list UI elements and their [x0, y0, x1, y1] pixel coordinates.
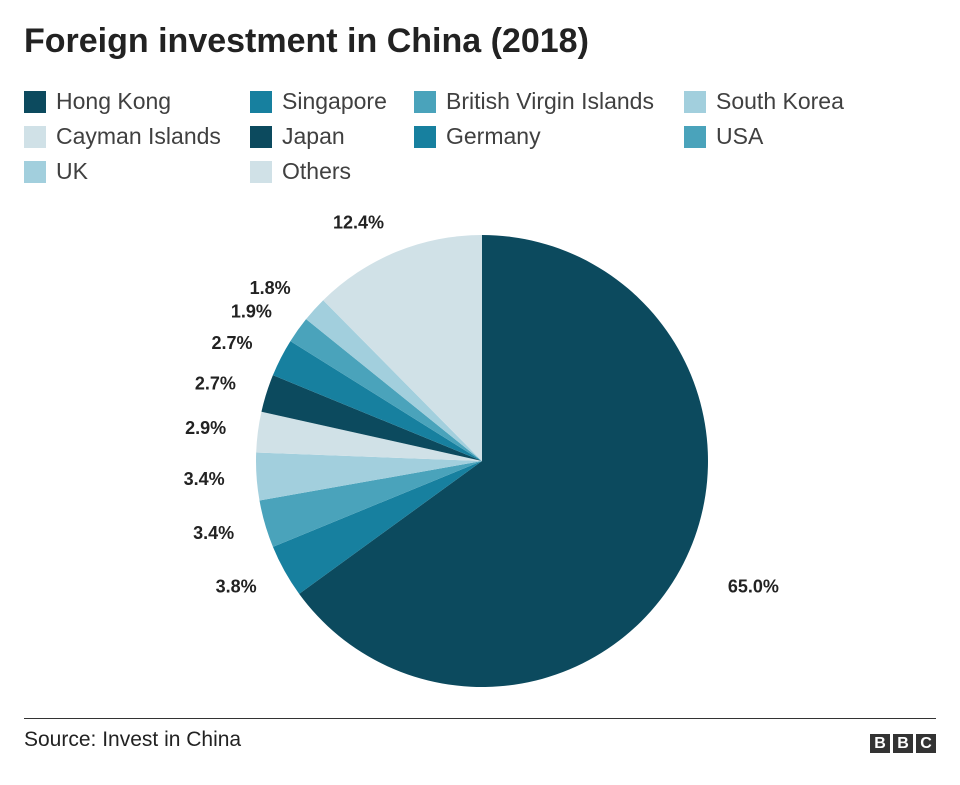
legend-item: Singapore [250, 88, 387, 115]
bbc-logo-letter: B [893, 734, 913, 753]
chart-title: Foreign investment in China (2018) [24, 22, 589, 60]
legend-swatch [250, 125, 272, 148]
legend-label: USA [716, 123, 764, 149]
pie-slice [261, 375, 482, 461]
pie-slice [259, 461, 482, 547]
legend-swatch [414, 125, 436, 148]
legend-swatch [24, 160, 46, 183]
legend-item: Germany [414, 123, 541, 150]
pie-slice [290, 319, 482, 461]
source-note: Source: Invest in China [24, 728, 242, 751]
legend-swatch [24, 125, 46, 148]
legend-label: Cayman Islands [56, 123, 221, 149]
slice-label: 3.4% [193, 523, 234, 543]
legend-item: British Virgin Islands [414, 88, 654, 115]
legend-item: Others [250, 158, 351, 185]
pie-slice [306, 300, 482, 461]
legend-label: Japan [282, 123, 345, 149]
slice-label: 12.4% [333, 212, 384, 232]
slice-label: 65.0% [728, 576, 779, 596]
pie-slice [256, 411, 482, 461]
legend-swatch [24, 90, 46, 113]
legend-swatch [414, 90, 436, 113]
legend-label: British Virgin Islands [446, 88, 654, 114]
legend-label: Germany [446, 123, 541, 149]
legend-label: UK [56, 158, 88, 184]
pie-slice [255, 452, 482, 501]
legend-item: USA [684, 123, 763, 150]
legend-label: South Korea [716, 88, 844, 114]
bbc-logo-letter: B [870, 734, 890, 753]
slice-label: 3.8% [216, 577, 257, 597]
legend-item: South Korea [684, 88, 844, 115]
legend-label: Singapore [282, 88, 387, 114]
slice-label: 2.7% [211, 333, 252, 353]
legend-label: Others [282, 158, 352, 184]
legend-item: Hong Kong [24, 88, 171, 115]
legend-swatch [684, 125, 706, 148]
legend-item: UK [24, 158, 88, 185]
pie-slice [272, 341, 482, 461]
legend-swatch [250, 90, 272, 113]
slice-label: 2.7% [195, 374, 236, 394]
bbc-logo-letter: C [916, 734, 936, 753]
slice-label: 2.9% [185, 418, 226, 438]
bbc-logo: B B C [870, 734, 936, 753]
legend-item: Japan [250, 123, 345, 150]
pie-slice [272, 461, 482, 594]
legend-swatch [250, 160, 272, 183]
legend-label: Hong Kong [56, 88, 172, 114]
slice-label: 1.8% [250, 278, 291, 298]
pie-slice [323, 235, 482, 461]
legend-item: Cayman Islands [24, 123, 221, 150]
slice-label: 3.4% [184, 469, 225, 489]
legend-swatch [684, 90, 706, 113]
pie-slice [299, 235, 708, 688]
slice-label: 1.9% [231, 301, 272, 321]
footer-divider [24, 718, 936, 719]
